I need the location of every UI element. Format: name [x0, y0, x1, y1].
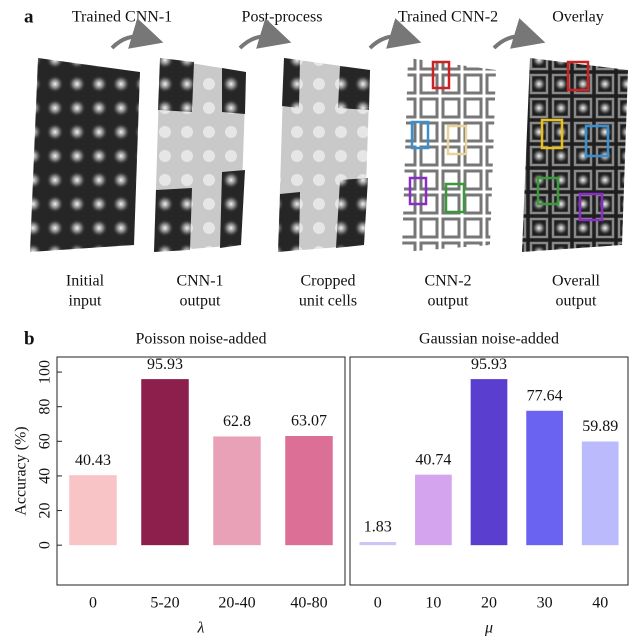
x-tick-label: 0 [374, 595, 382, 612]
x-tick-label: 40 [592, 595, 608, 612]
x-tick-label: 20-40 [218, 595, 255, 612]
y-axis-label: Accuracy (%) [13, 426, 30, 515]
caption: input [69, 293, 102, 310]
caption: output [180, 293, 221, 310]
y-tick-label: 100 [37, 360, 54, 384]
x-tick-label: 10 [425, 595, 441, 612]
value-label: 40.74 [415, 451, 451, 468]
value-label: 40.43 [75, 452, 111, 469]
value-label: 63.07 [291, 413, 327, 430]
value-label: 77.64 [527, 387, 563, 404]
x-tick-label: 20 [481, 595, 497, 612]
bar [141, 379, 189, 545]
chart-title: Gaussian noise-added [419, 331, 559, 348]
bar [69, 475, 117, 545]
x-axis-label: λ [197, 620, 205, 637]
x-tick-label: 0 [89, 595, 97, 612]
bar [213, 436, 261, 545]
chart-title: Poisson noise-added [135, 331, 266, 348]
caption: output [428, 293, 469, 310]
panel-label: b [24, 328, 35, 349]
caption: Cropped [300, 273, 355, 290]
y-tick-label: 80 [37, 399, 54, 415]
y-tick-label: 40 [37, 468, 54, 484]
caption: CNN-1 [176, 273, 223, 290]
x-tick-label: 5-20 [150, 595, 179, 612]
caption: output [556, 293, 597, 310]
x-axis-label: μ [484, 620, 493, 637]
caption: unit cells [299, 293, 357, 310]
value-label: 95.93 [471, 356, 507, 373]
bar [415, 475, 452, 546]
bar [359, 542, 396, 545]
step-label: Trained CNN-2 [398, 9, 498, 26]
bar [471, 379, 508, 545]
bar [526, 411, 563, 545]
y-tick-label: 0 [37, 541, 54, 549]
step-label: Trained CNN-1 [72, 9, 172, 26]
caption: Overall [552, 273, 601, 290]
image-panels [30, 58, 628, 252]
figure: a Trained CNN-1 Post-process Trained CNN… [0, 0, 635, 639]
value-label: 59.89 [582, 418, 618, 435]
value-label: 62.8 [223, 413, 251, 430]
y-tick-label: 20 [37, 503, 54, 519]
bar [285, 436, 333, 545]
x-tick-label: 30 [537, 595, 553, 612]
y-tick-label: 60 [37, 433, 54, 449]
panel-label: a [24, 6, 34, 27]
arrows [112, 36, 530, 48]
step-label: Overlay [552, 9, 604, 26]
bar [582, 442, 619, 546]
caption: CNN-2 [424, 273, 471, 290]
caption: Initial [66, 273, 105, 290]
step-label: Post-process [242, 9, 323, 26]
x-tick-label: 40-80 [290, 595, 327, 612]
value-label: 95.93 [147, 356, 183, 373]
value-label: 1.83 [364, 519, 392, 536]
